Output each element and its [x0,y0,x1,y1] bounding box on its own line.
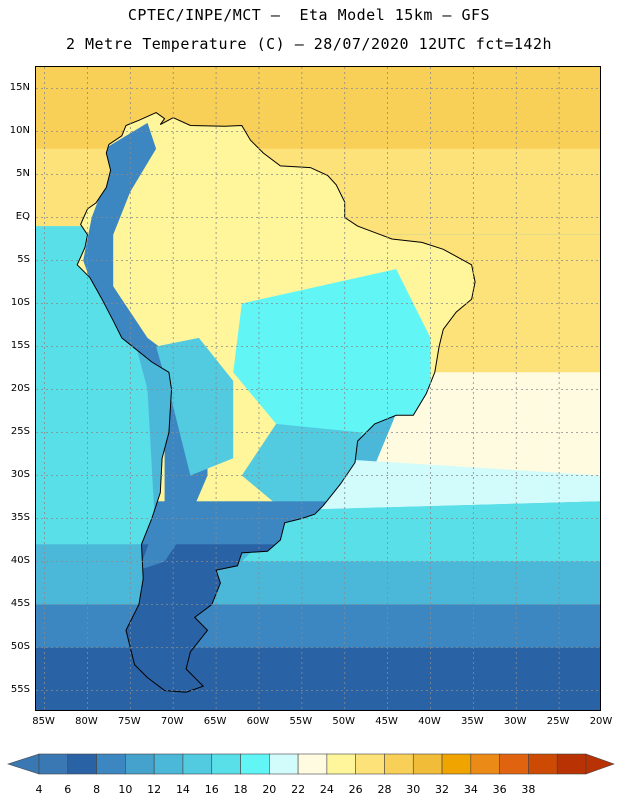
colorbar-segment [269,753,299,775]
ocean-atlantic-cool [241,501,600,562]
colorbar-segment [38,753,69,775]
colorbar-segment [96,753,126,775]
colorbar-tick-label: 10 [118,783,133,796]
colorbar-tick-label: 34 [463,783,478,796]
colorbar-tick-label: 12 [147,783,162,796]
colorbar-segment [384,753,414,775]
lat-tick-label: 10N [9,124,30,136]
colorbar-tick-label: 24 [319,783,334,796]
lat-tick-label: 30S [10,468,30,480]
land-altiplano [156,337,234,476]
lat-tick-label: 10S [10,296,30,308]
colorbar-segment [326,753,356,775]
colorbar-segment [125,753,155,775]
colorbar-segment [211,753,241,775]
lon-tick-label: 70W [160,716,184,727]
color-legend-bar [7,753,615,775]
lon-tick-label: 55W [289,716,313,727]
temperature-map [36,67,600,710]
lat-tick-label: 5N [16,167,30,179]
lon-tick-label: 65W [203,716,227,727]
colorbar-tick-label: 18 [233,783,248,796]
colorbar-segment [240,753,270,775]
lon-tick-label: 25W [546,716,570,727]
colorbar-segment [499,753,529,775]
colorbar-segment [556,753,587,775]
colorbar-segment [470,753,500,775]
lon-tick-label: 60W [246,716,270,727]
colorbar-tick-label: 36 [492,783,507,796]
colorbar-tick-label: 8 [93,783,101,796]
lon-tick-label: 30W [503,716,527,727]
lon-tick-label: 50W [332,716,356,727]
map-panel [35,66,601,711]
colorbar-segment [297,753,328,775]
lat-tick-label: 5S [17,253,30,265]
ocean-subtropical [370,372,600,476]
lon-tick-label: 45W [375,716,398,727]
colorbar-segment [67,753,97,775]
ocean-pacific-near [36,226,157,545]
colorbar-left-arrow [7,753,40,775]
colorbar-segment [441,753,472,775]
lon-tick-label: 85W [32,716,55,727]
land-andes [83,122,208,571]
colorbar-tick-label: 28 [377,783,392,796]
map-title: CPTEC/INPE/MCT – Eta Model 15km – GFS [127,6,491,24]
lat-tick-label: 55S [10,683,30,695]
land-brazil-highlands [233,269,431,450]
ocean-mild-band [301,458,600,510]
coastline [76,112,476,693]
colorbar-tick-label: 32 [435,783,450,796]
lat-tick-label: 20S [10,382,30,394]
lon-tick-label: 75W [118,716,141,727]
lat-lon-gridlines [36,67,600,710]
lat-tick-label: 15S [10,339,30,351]
lat-tick-label: 50S [10,640,30,652]
colorbar-tick-label: 20 [262,783,277,796]
lat-tick-label: 15N [9,81,30,93]
lat-tick-label: 25S [10,425,30,437]
lon-tick-label: 80W [75,716,98,727]
colorbar-tick-label: 38 [521,783,536,796]
lon-tick-label: 40W [418,716,441,727]
lat-tick-label: 35S [10,511,30,523]
colorbar-tick-label: 6 [64,783,72,796]
lon-tick-label: 20W [589,716,613,727]
colorbar-tick-label: 26 [348,783,363,796]
colorbar-segment [412,753,443,775]
colorbar-right-arrow [585,753,615,775]
colorbar-segment [528,753,558,775]
lon-tick-label: 35W [461,716,484,727]
colorbar-tick-label: 4 [35,783,43,796]
lat-tick-label: 45S [10,597,30,609]
lat-tick-label: EQ [15,210,30,222]
colorbar-segment [355,753,385,775]
colorbar-tick-label: 30 [406,783,421,796]
colorbar-tick-label: 16 [204,783,219,796]
colorbar-tick-label: 14 [175,783,190,796]
colorbar-segment [153,753,184,775]
colorbar-segment [182,753,213,775]
colorbar-tick-label: 22 [291,783,306,796]
lat-tick-label: 40S [10,554,30,566]
map-subtitle: 2 Metre Temperature (C) – 28/07/2020 12U… [65,35,553,53]
